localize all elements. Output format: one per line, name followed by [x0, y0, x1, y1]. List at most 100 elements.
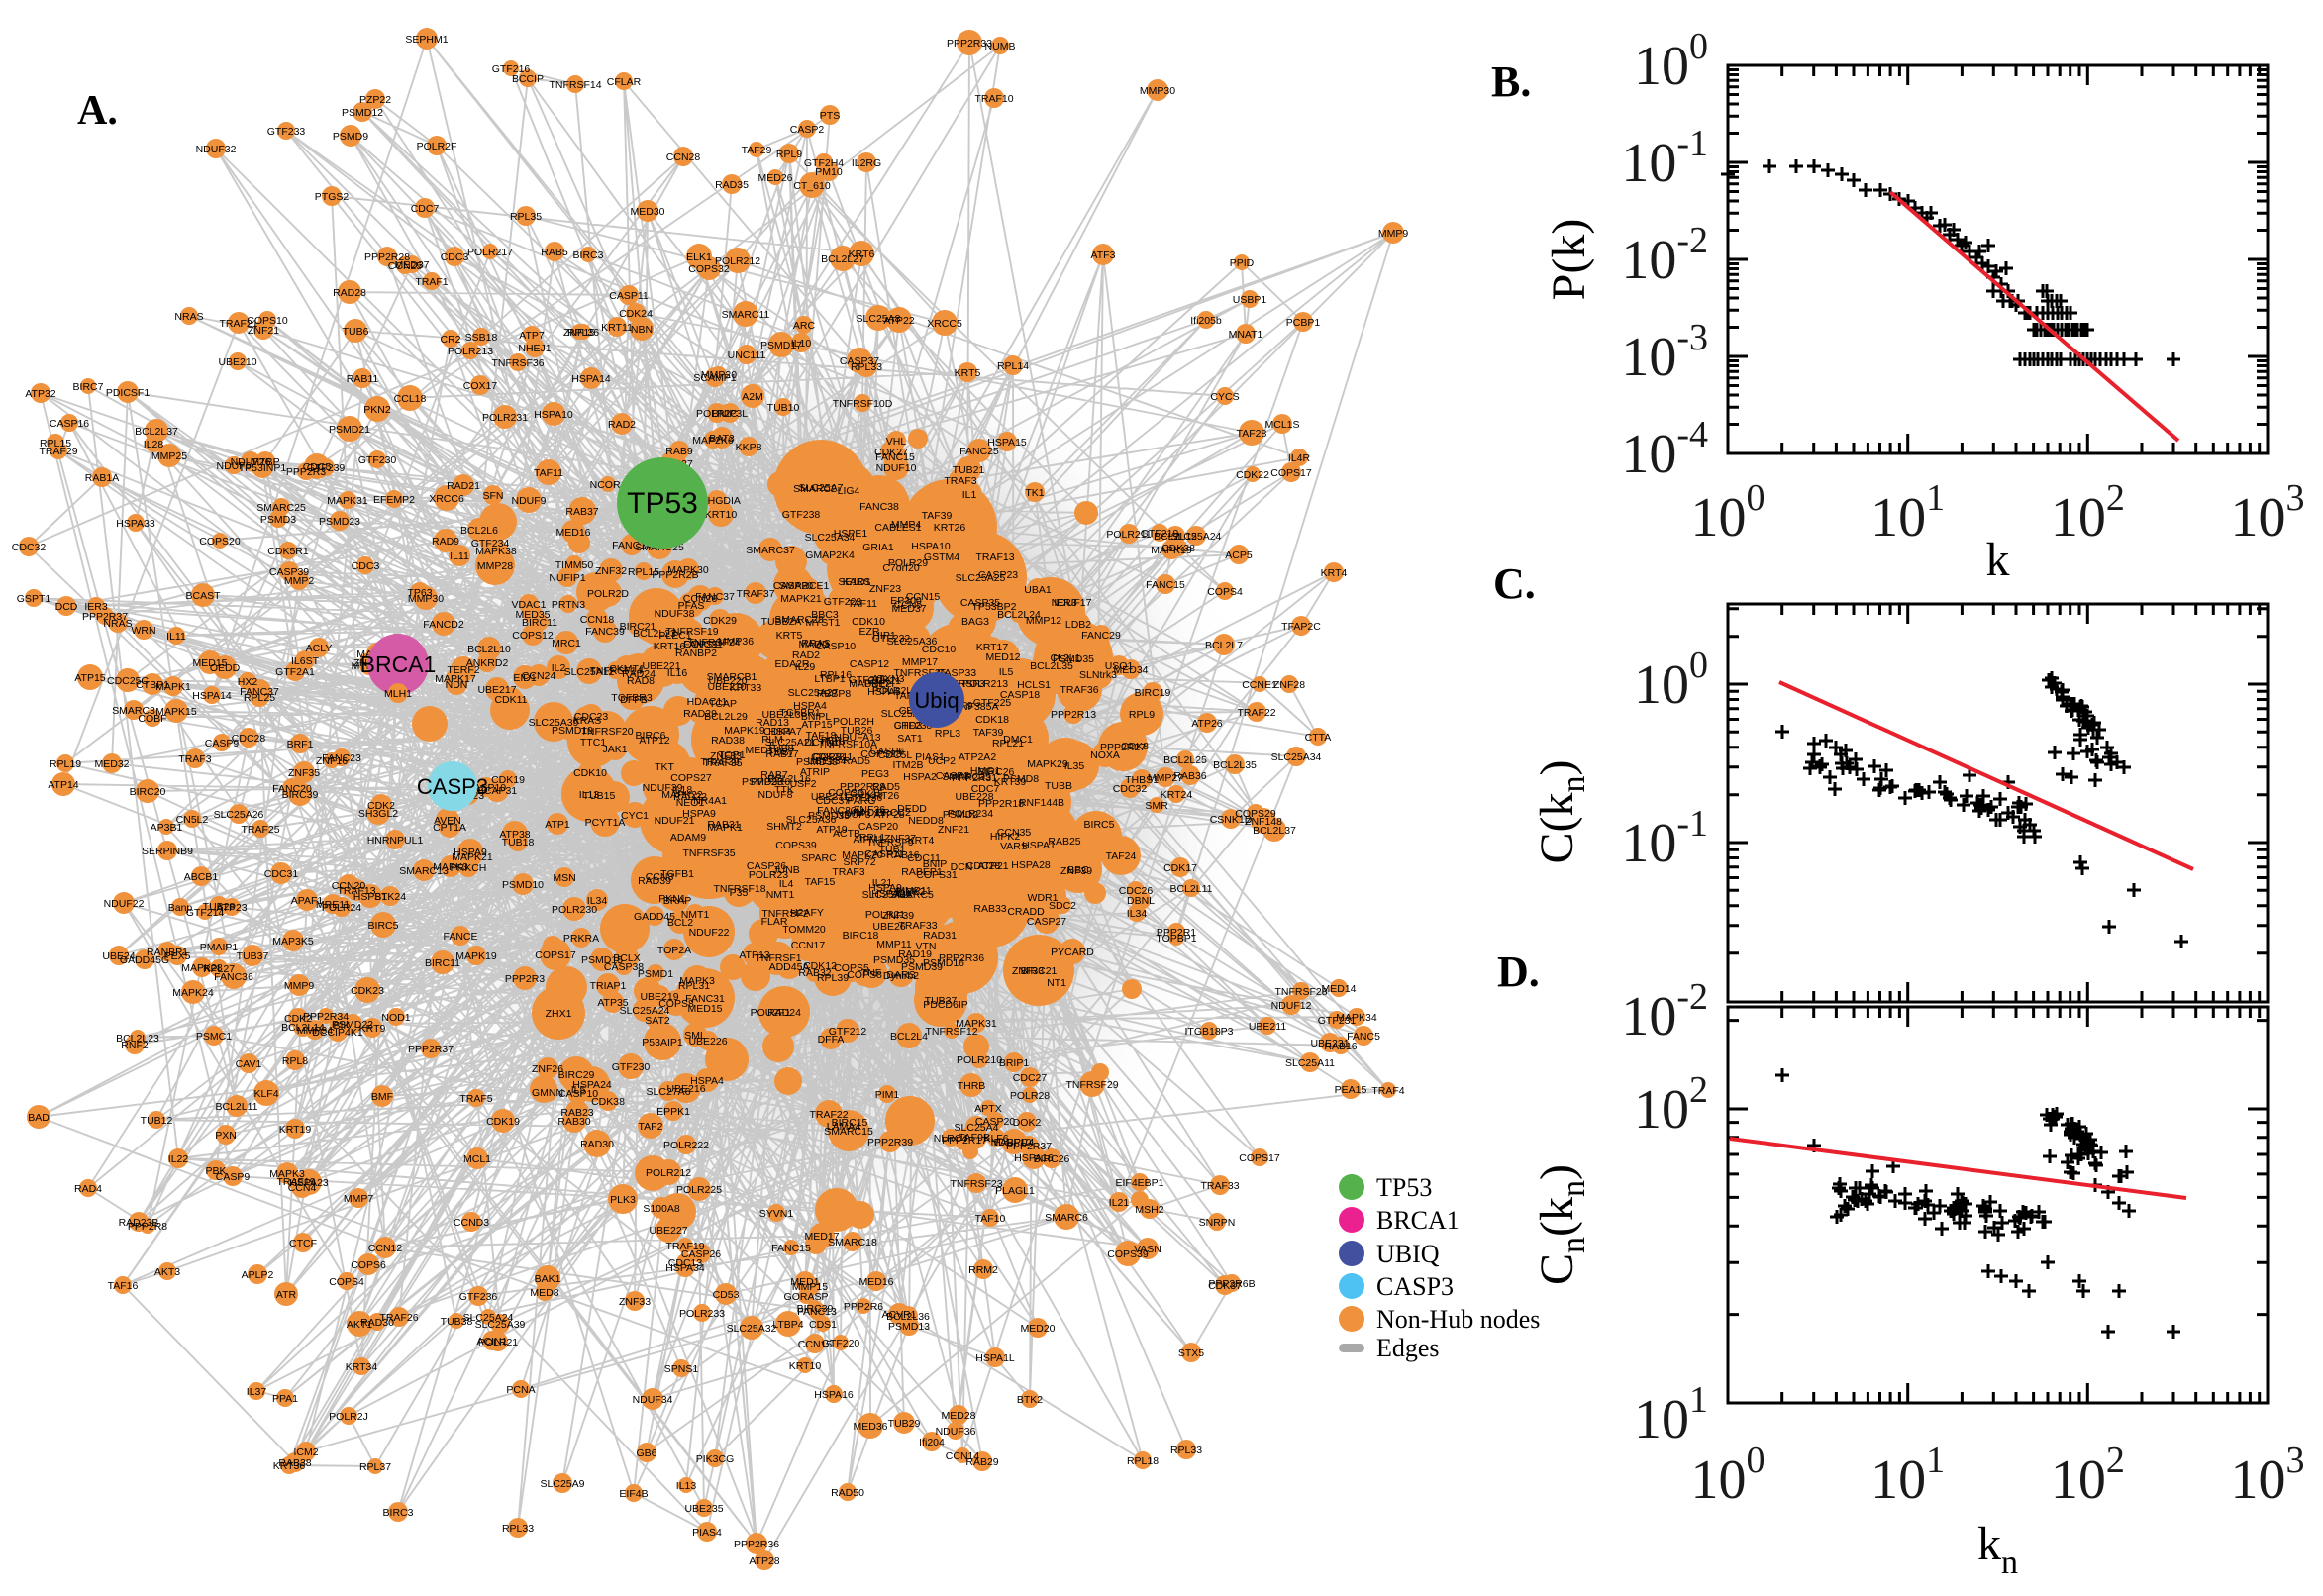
svg-text:HSPA10: HSPA10 — [534, 409, 573, 421]
svg-text:CASP16: CASP16 — [50, 418, 89, 430]
svg-text:NOD1: NOD1 — [381, 1012, 410, 1024]
svg-text:BIRC18: BIRC18 — [843, 930, 879, 942]
svg-text:UBIQ: UBIQ — [1376, 1240, 1440, 1268]
svg-text:IL1: IL1 — [962, 489, 977, 501]
svg-text:MCL1S: MCL1S — [1264, 419, 1299, 431]
svg-text:TRAF25: TRAF25 — [241, 824, 279, 836]
svg-text:10-4: 10-4 — [1621, 414, 1708, 485]
svg-text:COPS32: COPS32 — [688, 263, 730, 275]
svg-text:PYCARD: PYCARD — [1051, 947, 1094, 958]
svg-text:BNIP3L: BNIP3L — [712, 408, 748, 420]
svg-text:BNIP: BNIP — [923, 858, 948, 870]
svg-text:PMAIP1: PMAIP1 — [200, 942, 239, 953]
svg-text:MMP7: MMP7 — [344, 1193, 373, 1205]
svg-text:POLR217: POLR217 — [467, 247, 513, 258]
svg-text:BIRC15: BIRC15 — [832, 1117, 868, 1129]
svg-text:ADD45A: ADD45A — [769, 961, 810, 973]
svg-text:KRT11: KRT11 — [601, 322, 633, 334]
svg-text:TFAP2C: TFAP2C — [1281, 621, 1321, 633]
svg-text:CDC28: CDC28 — [966, 860, 1001, 872]
svg-text:UNC111: UNC111 — [728, 349, 766, 361]
svg-text:CDC3: CDC3 — [352, 560, 380, 572]
svg-text:MED1: MED1 — [790, 1276, 819, 1288]
svg-text:RAB31: RAB31 — [707, 819, 740, 831]
svg-text:TAF39: TAF39 — [973, 727, 1004, 739]
svg-text:KRT34: KRT34 — [346, 1361, 378, 1373]
svg-text:PSMD12: PSMD12 — [342, 107, 383, 119]
svg-text:ZNF26: ZNF26 — [532, 1063, 563, 1075]
svg-text:RRM2: RRM2 — [968, 1264, 998, 1276]
svg-text:PSMD16: PSMD16 — [923, 957, 964, 969]
svg-text:NDUF38: NDUF38 — [655, 608, 695, 620]
svg-text:BCCIP: BCCIP — [512, 73, 544, 85]
svg-text:TP53INP1: TP53INP1 — [239, 462, 287, 474]
svg-text:RAD23B: RAD23B — [119, 1217, 159, 1229]
svg-text:UBA1: UBA1 — [1024, 584, 1052, 596]
svg-text:HSPA15: HSPA15 — [987, 437, 1027, 449]
svg-text:CCN28: CCN28 — [666, 151, 701, 163]
svg-text:BIRC11: BIRC11 — [425, 957, 460, 969]
svg-text:TOPBP1: TOPBP1 — [1156, 933, 1196, 945]
svg-text:NDUF10: NDUF10 — [876, 462, 917, 474]
svg-text:MAPK1: MAPK1 — [155, 681, 191, 693]
svg-text:ACTB: ACTB — [833, 828, 860, 840]
svg-text:EIF4EBP1: EIF4EBP1 — [1115, 1177, 1163, 1189]
svg-text:CT_610: CT_610 — [793, 180, 831, 192]
svg-text:CASP39: CASP39 — [269, 566, 309, 578]
svg-text:CASP26: CASP26 — [681, 1248, 721, 1260]
svg-text:KLF6: KLF6 — [983, 1133, 1008, 1145]
svg-text:Non-Hub nodes: Non-Hub nodes — [1376, 1305, 1540, 1334]
svg-text:MAPK21: MAPK21 — [452, 851, 493, 863]
svg-text:UBE220: UBE220 — [708, 675, 747, 687]
svg-text:COPS17: COPS17 — [1270, 467, 1312, 479]
svg-text:GB6: GB6 — [636, 1447, 656, 1459]
svg-text:PPP2R37: PPP2R37 — [408, 1044, 454, 1055]
svg-text:MAPK15: MAPK15 — [155, 706, 197, 718]
svg-text:UBE219: UBE219 — [640, 991, 678, 1003]
svg-text:CCN3: CCN3 — [646, 871, 674, 883]
svg-text:HSPA34: HSPA34 — [665, 1262, 705, 1274]
svg-text:RAB37: RAB37 — [565, 506, 598, 518]
svg-text:POLR213: POLR213 — [962, 678, 1008, 690]
svg-text:MED14: MED14 — [1321, 983, 1356, 995]
svg-text:COPS17: COPS17 — [1239, 1152, 1280, 1164]
svg-text:MMP12: MMP12 — [1026, 615, 1061, 627]
svg-text:FANC25: FANC25 — [960, 446, 999, 457]
svg-text:UBE211: UBE211 — [811, 791, 849, 803]
svg-text:ZNF16: ZNF16 — [316, 755, 348, 767]
svg-text:DOK2: DOK2 — [1013, 1117, 1042, 1129]
svg-text:ATR: ATR — [276, 1289, 297, 1301]
svg-text:CR2: CR2 — [440, 334, 460, 346]
svg-text:FANC31: FANC31 — [683, 639, 723, 650]
svg-text:CDC5: CDC5 — [303, 461, 332, 473]
svg-text:BIRC21: BIRC21 — [1021, 965, 1058, 977]
svg-text:GMNN: GMNN — [532, 1087, 563, 1099]
svg-text:CDK19: CDK19 — [491, 774, 525, 786]
svg-text:MMP28: MMP28 — [477, 560, 513, 572]
svg-text:PDCD6IP: PDCD6IP — [923, 999, 968, 1011]
svg-text:NDUF10: NDUF10 — [991, 1137, 1032, 1148]
svg-text:OEDD: OEDD — [210, 662, 241, 674]
svg-text:RPL18: RPL18 — [1127, 1455, 1159, 1467]
svg-text:BBC3: BBC3 — [811, 609, 839, 621]
svg-text:CABLES1: CABLES1 — [874, 522, 921, 534]
svg-text:PSMD22: PSMD22 — [332, 1019, 373, 1031]
svg-text:TRAF33: TRAF33 — [898, 920, 937, 932]
svg-text:IL2: IL2 — [552, 662, 566, 674]
svg-text:PIAS4: PIAS4 — [692, 1527, 722, 1539]
svg-text:LAMA4: LAMA4 — [827, 1121, 861, 1133]
svg-text:NDN: NDN — [446, 679, 468, 691]
svg-text:A.: A. — [77, 88, 118, 134]
svg-text:TUB8: TUB8 — [767, 743, 794, 754]
svg-text:MMP9: MMP9 — [284, 980, 314, 992]
svg-text:TNFRSF2: TNFRSF2 — [761, 908, 808, 920]
svg-text:COPS11: COPS11 — [813, 751, 854, 763]
svg-text:RAD16: RAD16 — [853, 807, 886, 819]
svg-text:UBE228: UBE228 — [955, 791, 993, 803]
svg-text:CFLAR: CFLAR — [607, 76, 642, 88]
svg-text:UBE226: UBE226 — [688, 1036, 727, 1047]
svg-text:RAD39: RAD39 — [638, 875, 671, 887]
svg-text:GTF223: GTF223 — [824, 596, 862, 608]
svg-text:TNF: TNF — [861, 967, 881, 979]
svg-text:COPS39: COPS39 — [775, 840, 817, 851]
